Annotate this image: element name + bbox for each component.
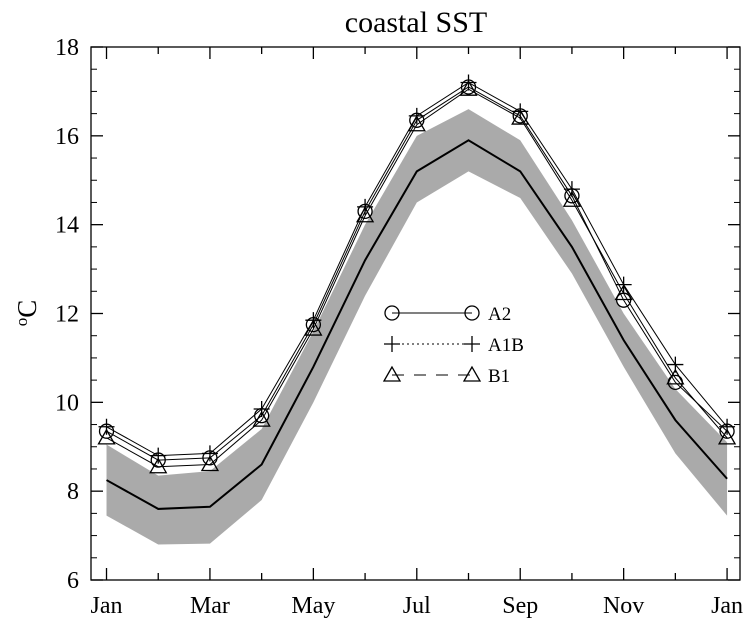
series-point-b1 <box>562 190 582 207</box>
y-tick-label: 12 <box>55 302 79 328</box>
legend-marker <box>462 365 482 382</box>
series-point-b1 <box>459 79 478 96</box>
x-tick-label: Mar <box>190 593 230 619</box>
x-tick-label: Nov <box>603 593 644 619</box>
chart-title: coastal SST <box>345 6 488 39</box>
legend-marker <box>382 365 402 382</box>
legend-label-b1: B1 <box>488 366 510 387</box>
y-tick-label: 16 <box>55 124 79 150</box>
series-point-b1 <box>511 108 530 125</box>
legend-item-a1b: A1B <box>384 335 524 356</box>
y-axis-label-unit: C <box>12 300 42 318</box>
legend-marker <box>384 305 400 321</box>
legend-marker <box>464 305 480 321</box>
legend: A2 A1B B1 <box>382 304 524 387</box>
series-point-a1b <box>719 418 736 435</box>
legend-marker <box>384 336 400 352</box>
series-point-a1b <box>512 103 529 120</box>
y-tick-label: 18 <box>55 35 79 61</box>
series-a1b <box>98 74 736 464</box>
series-b1 <box>97 79 737 474</box>
series-point-b1 <box>717 428 737 445</box>
y-tick-label: 6 <box>67 568 79 594</box>
x-tick-label: May <box>291 593 335 619</box>
baseline-line <box>106 139 728 510</box>
series-point-b1 <box>304 319 323 336</box>
legend-item-b1: B1 <box>382 365 510 387</box>
y-tick-label: 14 <box>55 213 79 239</box>
series-point-b1 <box>97 428 116 445</box>
y-axis-label: oC <box>12 300 42 327</box>
legend-label-a2: A2 <box>488 304 511 325</box>
y-tick-label: 8 <box>67 479 79 505</box>
x-tick-label: Jul <box>403 593 431 619</box>
x-tick-label: Jan <box>711 593 743 619</box>
series-point-b1 <box>666 368 685 385</box>
series-point-b1 <box>355 206 375 223</box>
series-point-a1b <box>98 418 115 435</box>
x-tick-label: Jan <box>91 593 123 619</box>
series-point-a1b <box>201 445 218 462</box>
series-point-a1b <box>150 447 167 464</box>
y-tick-label: 10 <box>55 390 79 416</box>
legend-label-a1b: A1B <box>488 335 524 356</box>
y-axis-label-superscript: o <box>12 318 31 327</box>
legend-marker <box>464 336 480 352</box>
series-point-b1 <box>407 115 426 132</box>
series-point-b1 <box>200 455 220 472</box>
plot-area: 6 8 10 12 14 16 18 Jan Mar May Jul Sep Nov Jan A2 A1B B1 <box>55 35 743 619</box>
x-tick-label: Sep <box>502 593 538 619</box>
series-point-a1b <box>563 181 580 198</box>
series-point-a1b <box>253 400 270 417</box>
series-line-b1 <box>106 88 728 468</box>
series-point-b1 <box>252 410 271 427</box>
series-point-b1 <box>149 457 168 474</box>
uncertainty-band <box>106 109 728 545</box>
series-point-a1b <box>460 74 477 91</box>
legend-item-a2: A2 <box>384 304 511 325</box>
series-point-b1 <box>614 284 633 301</box>
